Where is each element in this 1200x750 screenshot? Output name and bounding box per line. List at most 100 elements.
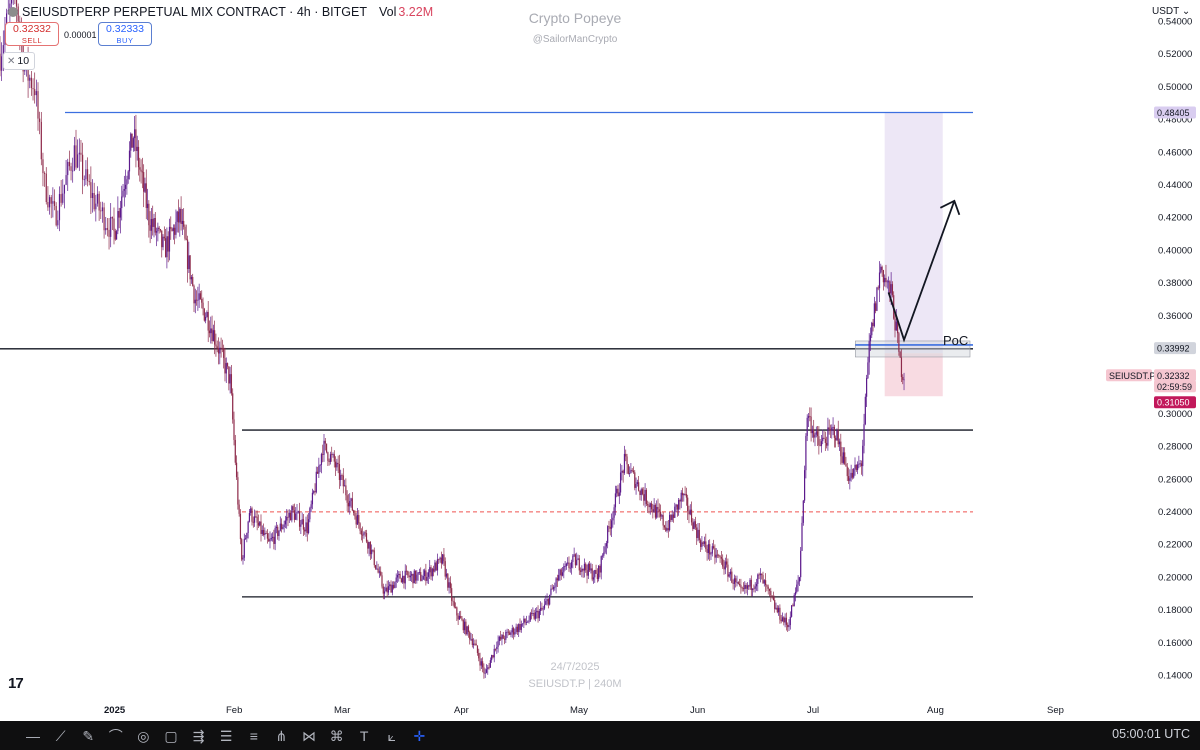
candle-body bbox=[90, 182, 92, 199]
candle-body bbox=[600, 556, 602, 573]
parallel-channel-icon[interactable]: ⇶ bbox=[192, 727, 205, 744]
candle-body bbox=[779, 607, 781, 620]
candle-body bbox=[849, 478, 851, 481]
candle-body bbox=[306, 522, 308, 534]
candle-body bbox=[583, 563, 586, 571]
candle-body bbox=[45, 173, 47, 203]
regression-icon[interactable]: ≡ bbox=[249, 728, 258, 744]
candle-body bbox=[320, 454, 323, 465]
candle-body bbox=[635, 483, 637, 488]
projection-arrow[interactable] bbox=[887, 200, 956, 343]
candle-body bbox=[162, 236, 164, 248]
gann-icon[interactable]: ⋈ bbox=[302, 727, 316, 744]
candle-body bbox=[501, 634, 503, 640]
candle-body bbox=[269, 539, 271, 542]
candle-body bbox=[578, 558, 580, 571]
candle-body bbox=[570, 561, 573, 568]
candle-body bbox=[876, 287, 878, 311]
candle-body bbox=[579, 570, 582, 572]
candle-body bbox=[395, 577, 397, 582]
candle-body bbox=[331, 454, 333, 456]
currency-selector[interactable]: USDT ⌄ bbox=[1152, 4, 1190, 20]
tradingview-logo-icon[interactable]: 17 bbox=[8, 675, 24, 692]
buy-button[interactable]: 0.32333 BUY bbox=[98, 22, 152, 46]
sell-button[interactable]: 0.32332 SELL bbox=[5, 22, 59, 46]
candle-body bbox=[219, 347, 221, 354]
price-tag-poc[interactable] bbox=[1154, 342, 1196, 355]
candle-body bbox=[304, 529, 306, 532]
candle-body bbox=[836, 430, 838, 441]
candle-body bbox=[689, 509, 691, 515]
candle-body bbox=[629, 473, 631, 474]
circle-target-icon[interactable]: ◎ bbox=[137, 727, 150, 744]
rectangle-icon[interactable]: ▢ bbox=[164, 727, 178, 744]
candle-body bbox=[678, 500, 680, 510]
price-axis[interactable] bbox=[1150, 0, 1200, 721]
quantity-input[interactable]: ✕ 10 bbox=[3, 52, 35, 70]
candle-body bbox=[235, 462, 238, 478]
candle-body bbox=[776, 607, 778, 613]
arc-icon[interactable]: ⌒ bbox=[108, 728, 123, 744]
stop-zone[interactable] bbox=[884, 353, 943, 397]
candle-body bbox=[771, 595, 773, 598]
trend-line-icon[interactable]: ⟋ bbox=[55, 727, 66, 744]
candle-body bbox=[587, 563, 589, 576]
candle-body bbox=[122, 190, 124, 197]
candle-body bbox=[75, 145, 77, 168]
candle-body bbox=[260, 521, 262, 534]
candle-body bbox=[39, 118, 41, 122]
time-axis[interactable] bbox=[0, 701, 1200, 721]
candle-body bbox=[791, 605, 793, 617]
price-tag-target[interactable] bbox=[1154, 106, 1196, 119]
candle-body bbox=[576, 559, 578, 566]
text-tool-icon[interactable]: T bbox=[359, 728, 369, 744]
candle-body bbox=[483, 667, 485, 674]
candle-body bbox=[585, 563, 587, 571]
pitchfork-icon[interactable]: ⋔ bbox=[275, 727, 288, 744]
candle-body bbox=[828, 427, 830, 430]
price-tag-countdown[interactable] bbox=[1154, 380, 1196, 393]
candle-body bbox=[687, 497, 689, 512]
candle-body bbox=[405, 570, 408, 572]
candle-body bbox=[449, 582, 451, 589]
candle-body bbox=[195, 299, 198, 301]
candle-body bbox=[643, 494, 645, 501]
candle-body bbox=[242, 557, 244, 560]
candle-body bbox=[288, 512, 290, 518]
price-tag-label-poc: 0.33992 bbox=[1157, 344, 1190, 354]
candle-body bbox=[70, 166, 72, 171]
candle-body bbox=[390, 584, 392, 593]
horizontal-line-icon[interactable]: — bbox=[26, 728, 40, 744]
utc-clock[interactable]: 05:00:01 UTC bbox=[1112, 727, 1190, 741]
candle-body bbox=[502, 634, 504, 639]
candle-body bbox=[462, 620, 464, 631]
symbol-title[interactable]: SEIUSDTPERP PERPETUAL MIX CONTRACT · 4h … bbox=[22, 5, 367, 19]
candle-body bbox=[146, 203, 149, 208]
price-tag-symbol[interactable] bbox=[1106, 369, 1152, 382]
candle-body bbox=[626, 456, 628, 465]
measure-icon[interactable]: ⟀ bbox=[387, 727, 396, 744]
candle-body bbox=[68, 161, 70, 167]
candle-body bbox=[634, 472, 636, 488]
price-tag-stop[interactable] bbox=[1154, 396, 1196, 409]
candle-body bbox=[572, 555, 574, 562]
candle-body bbox=[582, 568, 584, 571]
candle-body bbox=[871, 322, 873, 336]
candle-body bbox=[189, 255, 191, 280]
brush-icon[interactable]: ✎ bbox=[82, 727, 95, 744]
fib-retracement-icon[interactable]: ☰ bbox=[219, 727, 233, 744]
price-tag-current[interactable] bbox=[1154, 369, 1196, 382]
candle-body bbox=[377, 568, 379, 573]
candle-body bbox=[363, 532, 365, 536]
crosshair-icon[interactable]: ✛ bbox=[413, 727, 426, 744]
candle-body bbox=[487, 667, 489, 670]
path-icon[interactable]: ⌘ bbox=[329, 727, 344, 744]
candle-body bbox=[826, 442, 828, 446]
candle-body bbox=[48, 197, 51, 208]
quantity-close-icon[interactable]: ✕ bbox=[7, 56, 16, 67]
candle-body bbox=[671, 514, 673, 520]
candle-body bbox=[819, 445, 821, 447]
candle-body bbox=[442, 554, 444, 564]
candle-body bbox=[47, 202, 49, 208]
